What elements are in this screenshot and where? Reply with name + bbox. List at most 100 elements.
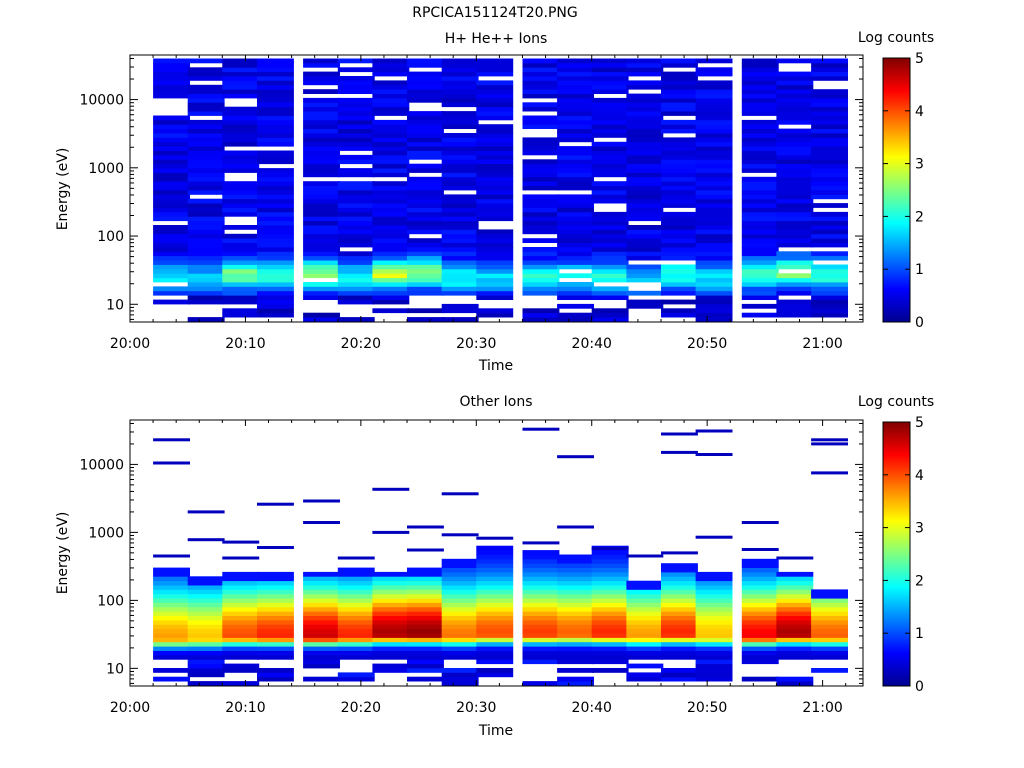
spectrogram-cell: [695, 84, 733, 90]
spectrogram-cell: [441, 650, 479, 656]
spectrogram-cell: [776, 646, 814, 651]
spectrogram-cell: [257, 646, 294, 651]
spectrogram-cell: [476, 585, 514, 590]
spectrogram-cell: [407, 111, 444, 116]
spectrogram-cell: [337, 124, 375, 129]
spectrogram-cell: [741, 593, 779, 599]
spectrogram-cell: [337, 76, 375, 81]
spectrogram-cell: [522, 641, 560, 647]
spectrogram-cell: [522, 225, 560, 230]
spectrogram-cell: [257, 308, 294, 314]
spectrogram-cell: [557, 260, 594, 265]
spectrogram-cell: [337, 251, 375, 257]
spectrogram-cell: [661, 576, 698, 582]
spectrogram-cell: [591, 159, 629, 165]
spectrogram-cell: [153, 593, 190, 599]
spectrogram-cell: [557, 654, 594, 660]
spectrogram-cell: [441, 282, 479, 287]
spectrogram-cell: [695, 106, 733, 112]
spectrogram-cell: [407, 260, 444, 265]
spectrogram-cell: [741, 312, 779, 318]
spectrogram-cell: [257, 295, 294, 300]
spectrogram-cell: [441, 624, 479, 630]
spectrogram-cell: [407, 576, 444, 582]
spectrogram-cell: [372, 585, 410, 590]
spectrogram-cell: [153, 264, 190, 270]
spectrogram-cell: [522, 229, 560, 235]
spectrogram-cell: [303, 207, 340, 213]
spectrogram-cell: [661, 84, 698, 90]
spectrogram-cell: [626, 181, 664, 186]
spectrogram-cell: [591, 308, 629, 314]
spectrogram-cell: [153, 576, 190, 582]
spectrogram-cell: [476, 190, 514, 195]
spectrogram-cell: [626, 207, 664, 213]
spectrogram-cell: [372, 229, 410, 235]
spectrogram-cell: [407, 567, 444, 573]
spectrogram-cell: [407, 525, 444, 529]
spectrogram-cell: [591, 194, 629, 200]
spectrogram-cell: [522, 163, 560, 169]
spectrogram-cell: [372, 277, 410, 283]
x-tick-label: 20:30: [456, 336, 496, 352]
spectrogram-cell: [257, 598, 294, 603]
spectrogram-cell: [626, 119, 664, 125]
spectrogram-cell: [441, 290, 479, 296]
spectrogram-cell: [222, 181, 260, 186]
x-tick-label: 20:40: [572, 336, 612, 352]
spectrogram-cell: [591, 593, 629, 599]
spectrogram-cell: [557, 602, 594, 608]
spectrogram-cell: [441, 602, 479, 608]
spectrogram-cell: [257, 190, 294, 195]
spectrogram-cell: [303, 154, 340, 160]
spectrogram-cell: [626, 62, 664, 68]
spectrogram-cell: [741, 128, 779, 134]
spectrogram-cell: [661, 93, 698, 99]
spectrogram-cell: [372, 124, 410, 129]
spectrogram-cell: [811, 442, 848, 446]
spectrogram-cell: [695, 128, 733, 134]
spectrogram-cell: [153, 585, 190, 590]
spectrogram-cell: [303, 238, 340, 243]
spectrogram-cell: [811, 154, 848, 160]
spectrogram-cell: [591, 225, 629, 230]
spectrogram-cell: [741, 181, 779, 186]
spectrogram-cell: [153, 168, 190, 173]
spectrogram-cell: [591, 255, 629, 261]
spectrogram-cell: [222, 242, 260, 248]
spectrogram-cell: [522, 159, 560, 165]
spectrogram-cell: [407, 194, 444, 200]
spectrogram-cell: [741, 563, 779, 568]
spectrogram-cell: [187, 620, 225, 625]
spectrogram-cell: [476, 633, 514, 638]
spectrogram-cell: [661, 571, 698, 577]
spectrogram-cell: [257, 203, 294, 208]
spectrogram-cell: [441, 176, 479, 182]
spectrogram-cell: [522, 563, 560, 568]
spectrogram-cell: [557, 242, 594, 248]
spectrogram-cell: [337, 97, 375, 103]
spectrogram-cell: [476, 650, 514, 656]
spectrogram-cell: [476, 563, 514, 568]
spectrogram-cell: [741, 615, 779, 621]
spectrogram-cell: [303, 163, 340, 169]
spectrogram-cell: [222, 286, 260, 292]
spectrogram-cell: [337, 80, 375, 86]
spectrogram-cell: [372, 286, 410, 292]
spectrogram-cell: [222, 602, 260, 608]
spectrogram-cell: [153, 163, 190, 169]
spectrogram-cell: [407, 548, 444, 552]
spectrogram-cell: [741, 133, 779, 138]
spectrogram-cell: [695, 602, 733, 608]
spectrogram-cell: [695, 589, 733, 595]
spectrogram-cell: [776, 585, 814, 590]
spectrogram-cell: [476, 550, 514, 555]
spectrogram-cell: [372, 93, 410, 99]
spectrogram-cell: [591, 97, 629, 103]
spectrogram-cell: [591, 190, 629, 195]
spectrogram-cell: [557, 282, 594, 287]
spectrogram-cell: [695, 260, 733, 265]
spectrogram-cell: [811, 150, 848, 156]
spectrogram-cell: [303, 654, 340, 660]
spectrogram-cell: [187, 538, 225, 542]
